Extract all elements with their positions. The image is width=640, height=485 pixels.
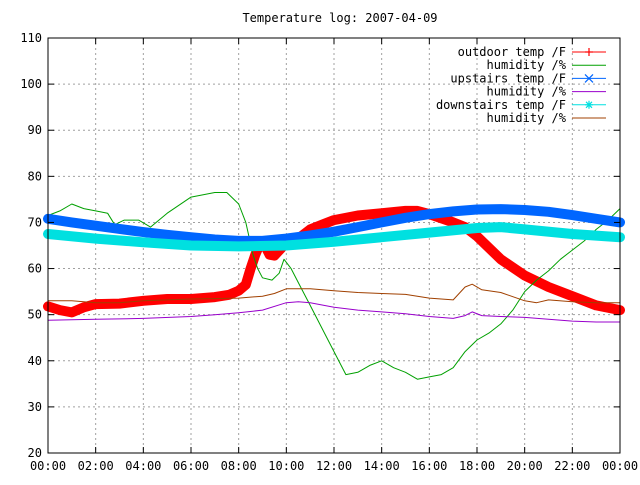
- series-line-4: [43, 222, 625, 252]
- y-tick-label: 30: [28, 400, 42, 414]
- x-tick-label: 14:00: [364, 459, 400, 473]
- y-tick-label: 70: [28, 215, 42, 229]
- x-tick-label: 00:00: [30, 459, 66, 473]
- legend-marker-0: [585, 48, 593, 56]
- legend-label-2: upstairs temp /F: [450, 71, 566, 85]
- x-tick-label: 08:00: [221, 459, 257, 473]
- series-line-2: [43, 204, 625, 246]
- series-line-5: [47, 283, 621, 304]
- series-layer: [43, 192, 625, 380]
- x-tick-label: 06:00: [173, 459, 209, 473]
- x-tick-label: 22:00: [554, 459, 590, 473]
- legend-marker-4: [585, 100, 593, 109]
- y-tick-label: 80: [28, 169, 42, 183]
- axis-layer: 20 30 40 50 60 70 80 90 100 110 00:00 02:00 04:00 06:…: [20, 31, 638, 473]
- x-tick-label: 16:00: [411, 459, 447, 473]
- y-tick-label: 110: [20, 31, 42, 45]
- x-tick-label: 10:00: [268, 459, 304, 473]
- x-tick-label: 04:00: [125, 459, 161, 473]
- y-tick-label: 90: [28, 123, 42, 137]
- x-tick-label: 00:00: [602, 459, 638, 473]
- chart-title: Temperature log: 2007-04-09: [242, 11, 437, 25]
- x-tick-label: 12:00: [316, 459, 352, 473]
- x-tick-label: 18:00: [459, 459, 495, 473]
- legend-label-1: humidity /%: [487, 58, 567, 72]
- legend-label-4: downstairs temp /F: [436, 98, 566, 112]
- y-tick-label: 50: [28, 308, 42, 322]
- legend-label-3: humidity /%: [487, 85, 567, 99]
- x-tick-label: 20:00: [507, 459, 543, 473]
- y-tick-label: 60: [28, 262, 42, 276]
- legend-marker-2: [584, 73, 594, 83]
- x-tick-label: 02:00: [78, 459, 114, 473]
- y-tick-label: 20: [28, 446, 42, 460]
- y-tick-label: 40: [28, 354, 42, 368]
- series-line-1: [47, 192, 621, 380]
- legend-label-0: outdoor temp /F: [458, 45, 566, 59]
- series-line-3: [47, 301, 621, 323]
- y-tick-label: 100: [20, 77, 42, 91]
- legend-label-5: humidity /%: [487, 111, 567, 125]
